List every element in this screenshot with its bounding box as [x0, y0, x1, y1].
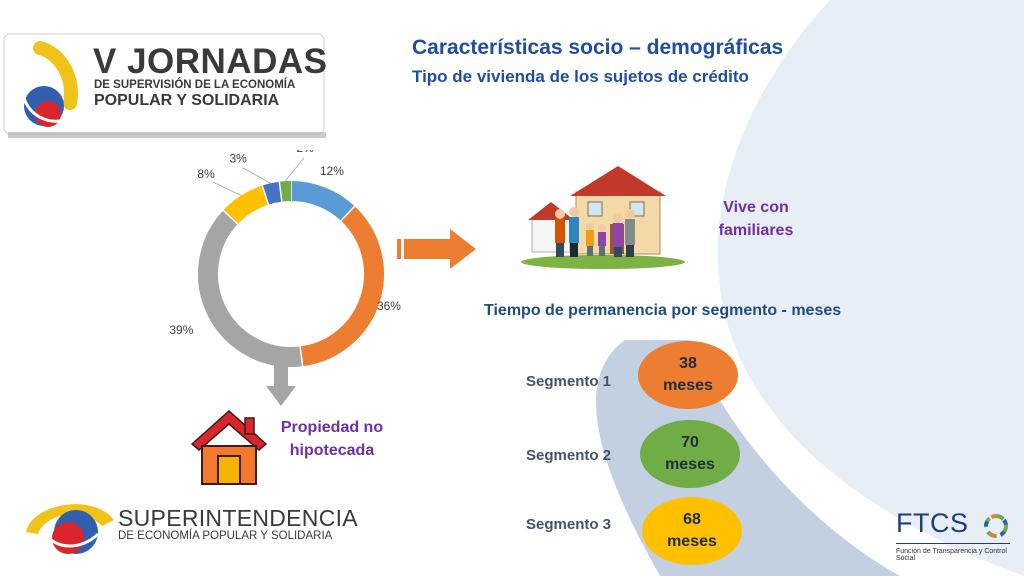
- segment-3-value: 68: [683, 511, 701, 528]
- donut-slice-6: [279, 181, 292, 202]
- superintendencia-logo-mark: [26, 504, 114, 554]
- org-name: SUPERINTENDENCIA: [118, 505, 358, 531]
- segment-3-label: Segmento 3: [526, 516, 612, 533]
- segment-2-label: Segmento 2: [526, 447, 612, 464]
- family-house-icon: [521, 166, 685, 269]
- event-subtitle-line1: DE SUPERVISIÓN DE LA ECONOMÍA: [94, 79, 296, 91]
- donut-label-3: 39%: [169, 323, 193, 337]
- donut-slice-1: [290, 181, 355, 222]
- slide-title: Características socio – demográficas: [412, 36, 784, 59]
- donut-slice-3: [198, 210, 303, 367]
- segment-3-unit: meses: [667, 533, 717, 550]
- donut-chart: 12% 36% 39% 8% 3% 2%: [169, 150, 401, 367]
- ftcs-logo-text: FTCS: [896, 508, 969, 538]
- donut-slice-5: [262, 181, 283, 205]
- slide-subtitle: Tipo de vivienda de los sujetos de crédi…: [412, 67, 749, 86]
- donut-slice-4: [223, 185, 269, 225]
- donut-label-1: 12%: [320, 164, 344, 178]
- donut-separator-6: [278, 181, 283, 202]
- segment-2-unit: meses: [665, 456, 715, 473]
- right-arrow-icon: [397, 229, 476, 269]
- segment-2-bubble: 70 meses: [640, 420, 740, 488]
- segment-1-unit: meses: [663, 377, 713, 394]
- donut-slice-2: [299, 206, 384, 367]
- family-callout: Vive con familiares: [718, 199, 794, 239]
- property-callout: Propiedad no hipotecada: [280, 419, 384, 459]
- donut-separator-5: [261, 185, 270, 205]
- event-logo-card: [3, 33, 326, 138]
- donut-separator-4: [222, 209, 239, 225]
- segment-3-bubble: 68 meses: [642, 497, 742, 565]
- donut-label-2: 36%: [377, 299, 401, 313]
- segment-2-value: 70: [681, 434, 699, 451]
- segments-heading: Tiempo de permanencia por segmento - mes…: [484, 302, 842, 319]
- org-subname: DE ECONOMÍA POPULAR Y SOLIDARIA: [118, 530, 333, 542]
- house-icon: [190, 409, 268, 485]
- segment-1-label: Segmento 1: [526, 373, 612, 390]
- segment-1-bubble: 38 meses: [638, 341, 738, 409]
- donut-label-5: 3%: [229, 152, 247, 166]
- ftcs-ring-icon: [984, 514, 1008, 538]
- down-arrow-icon: [266, 358, 296, 406]
- segment-1-value: 38: [679, 355, 697, 372]
- ftcs-divider: [896, 543, 1010, 544]
- ftcs-subtitle: Función de Transparencia y Control Socia…: [896, 548, 1007, 562]
- donut-separator-3: [299, 346, 304, 367]
- donut-separator-2: [340, 205, 356, 222]
- donut-label-4: 8%: [197, 167, 215, 181]
- donut-leader-5: [242, 167, 271, 184]
- donut-leader-6: [284, 157, 305, 182]
- event-title: V JORNADAS: [93, 42, 328, 81]
- donut-leader-4: [212, 181, 242, 196]
- donut-label-6: 2%: [296, 150, 314, 155]
- event-subtitle-line2: POPULAR Y SOLIDARIA: [94, 92, 280, 109]
